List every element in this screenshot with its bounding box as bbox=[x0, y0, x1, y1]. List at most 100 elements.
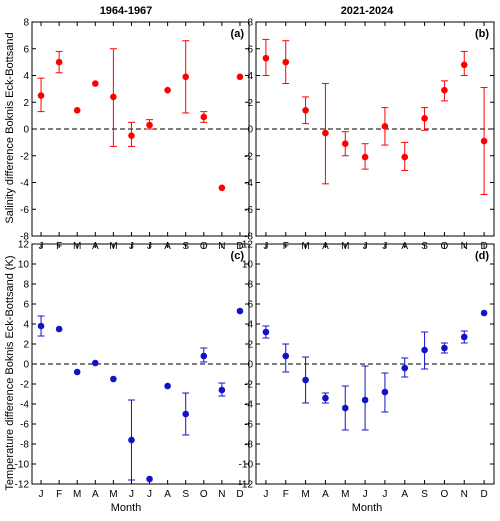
panel-4-point bbox=[361, 396, 369, 404]
panel-4-point bbox=[341, 404, 349, 412]
panel-2-point bbox=[322, 129, 329, 137]
panel-4-point bbox=[421, 346, 428, 354]
panel-4-xtick-label: N bbox=[461, 489, 468, 500]
panel-2-ytick-label: 0 bbox=[247, 125, 253, 136]
panel-3-xtick-label: J bbox=[39, 489, 44, 500]
panel-4-ytick-label: -4 bbox=[244, 400, 253, 411]
panel-3-ytick-label: -4 bbox=[20, 400, 29, 411]
panel-4-ytick-label: -2 bbox=[244, 380, 253, 391]
panel-4-xtick-label: D bbox=[480, 489, 487, 500]
panel-1-label: (a) bbox=[231, 28, 245, 40]
panel-2-ytick-label: 8 bbox=[247, 18, 253, 29]
panel-3-ytick-label: 6 bbox=[23, 300, 29, 311]
panel-4-xtick-label: J bbox=[363, 489, 368, 500]
panel-4-ytick-label: -8 bbox=[244, 440, 253, 451]
panel-4-xtick-label: M bbox=[341, 489, 349, 500]
panel-2-ytick-label: 6 bbox=[247, 44, 253, 55]
panel-4-ytick-label: 6 bbox=[247, 300, 253, 311]
panel-4-point bbox=[322, 394, 329, 402]
panel-2-ytick-label: -4 bbox=[244, 178, 253, 189]
panel-3-xtick-label: J bbox=[147, 489, 152, 500]
panel-3-point bbox=[182, 410, 190, 418]
panel-3-point bbox=[128, 436, 135, 444]
panel-4-point bbox=[282, 352, 290, 360]
panel-3-ytick-label: -6 bbox=[20, 420, 29, 431]
panel-3-xtick-label: M bbox=[109, 489, 117, 500]
panel-3-xtick-label: O bbox=[200, 489, 208, 500]
column-title-right: 2021-2024 bbox=[341, 5, 394, 17]
panel-1-point bbox=[55, 58, 63, 66]
panel-3-point bbox=[200, 352, 208, 360]
panel-2-point bbox=[480, 137, 488, 145]
panel-1-point bbox=[200, 113, 208, 121]
panel-1-ytick-label: -4 bbox=[20, 178, 29, 189]
panel-2-ytick-label: -8 bbox=[244, 232, 253, 243]
panel-4-xtick-label: S bbox=[421, 489, 428, 500]
panel-3-ytick-label: 12 bbox=[18, 240, 30, 251]
panel-3-point bbox=[91, 359, 99, 367]
panel-4-ytick-label: 0 bbox=[247, 360, 253, 371]
panel-2-point bbox=[361, 153, 369, 161]
panel-1-point bbox=[164, 86, 171, 94]
panel-1-point bbox=[236, 73, 244, 81]
panel-4-ytick-label: -10 bbox=[239, 460, 254, 471]
panel-3-ytick-label: 4 bbox=[23, 320, 29, 331]
panel-3-point bbox=[164, 382, 171, 390]
panel-4-point bbox=[401, 364, 409, 372]
panel-2-point bbox=[421, 115, 428, 122]
ylabel-temperature: Temperature difference Boknis Eck-Bottsa… bbox=[4, 255, 16, 490]
panel-1-point bbox=[73, 106, 81, 114]
panel-3-ytick-label: 0 bbox=[23, 360, 29, 371]
panel-1-ytick-label: 2 bbox=[23, 98, 29, 109]
panel-2-ytick-label: 2 bbox=[247, 98, 253, 109]
panel-1-ytick-label: -2 bbox=[20, 151, 29, 162]
panel-4-ytick-label: 12 bbox=[242, 240, 254, 251]
panel-4-xtick-label: O bbox=[441, 489, 449, 500]
column-title-left: 1964-1967 bbox=[100, 5, 153, 17]
panel-3-label: (c) bbox=[231, 250, 245, 262]
panel-3-xtick-label: F bbox=[56, 489, 62, 500]
panel-2-point bbox=[460, 61, 468, 69]
panel-2-point bbox=[302, 106, 309, 114]
panel-3-point bbox=[146, 475, 153, 483]
panel-2-point bbox=[262, 54, 270, 62]
panel-1-ytick-label: 0 bbox=[23, 125, 29, 136]
panel-1-point bbox=[218, 184, 226, 192]
panel-4-point bbox=[302, 376, 309, 384]
panel-3-point bbox=[55, 325, 63, 333]
panel-2-ytick-label: -2 bbox=[244, 151, 253, 162]
panel-1-ytick-label: -8 bbox=[20, 232, 29, 243]
panel-3-xtick-label: S bbox=[182, 489, 189, 500]
panel-4-point bbox=[262, 328, 270, 336]
panel-4-ytick-label: 2 bbox=[247, 340, 253, 351]
xlabel-right: Month bbox=[352, 502, 383, 514]
panel-4-point bbox=[441, 344, 448, 352]
panel-3-ytick-label: -12 bbox=[15, 480, 30, 491]
panel-4-xtick-label: J bbox=[382, 489, 387, 500]
panel-1-ytick-label: 4 bbox=[23, 71, 29, 82]
panel-4-ytick-label: 4 bbox=[247, 320, 253, 331]
panel-4-point bbox=[381, 388, 389, 396]
panel-3-xtick-label: J bbox=[129, 489, 134, 500]
panel-1-point bbox=[146, 121, 153, 129]
ylabel-salinity: Salinity difference Boknis Eck-Bottsand bbox=[4, 32, 16, 223]
panel-2-point bbox=[441, 86, 448, 94]
panel-3-point bbox=[37, 322, 45, 330]
panel-1-point bbox=[91, 80, 99, 87]
panel-1-ytick-label: 6 bbox=[23, 44, 29, 55]
panel-1-point bbox=[128, 132, 135, 139]
panel-4-xtick-label: F bbox=[283, 489, 289, 500]
panel-3-ytick-label: -10 bbox=[15, 460, 30, 471]
panel-2-point bbox=[381, 123, 389, 130]
panel-3-xtick-label: A bbox=[92, 489, 99, 500]
panel-4-point bbox=[480, 309, 488, 317]
panel-2-ytick-label: 4 bbox=[247, 71, 253, 82]
panel-4-xtick-label: J bbox=[263, 489, 268, 500]
panel-1-point bbox=[110, 93, 117, 101]
panel-3-ytick-label: -8 bbox=[20, 440, 29, 451]
panel-3-point bbox=[218, 386, 226, 394]
panel-1-ytick-label: 8 bbox=[23, 18, 29, 29]
panel-4-xtick-label: A bbox=[322, 489, 329, 500]
panel-4-ytick-label: -12 bbox=[239, 480, 254, 491]
